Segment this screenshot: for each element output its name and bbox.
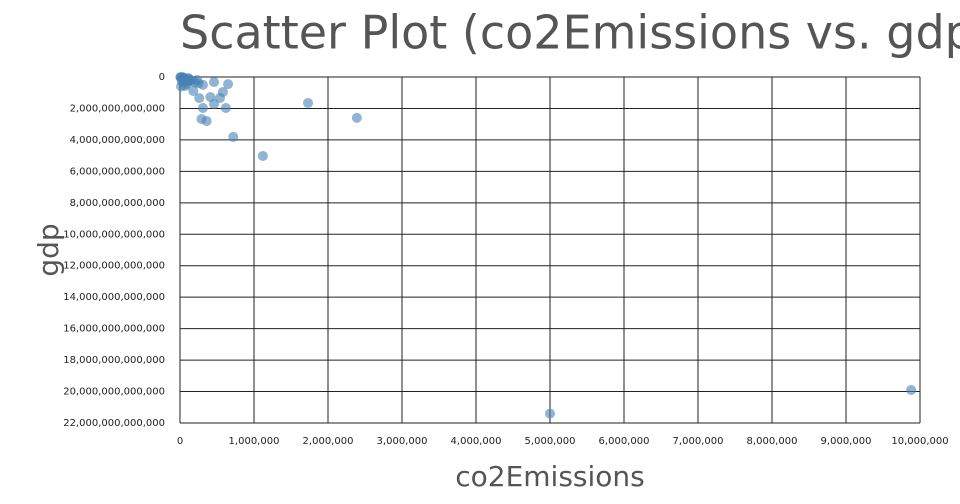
- y-tick-label: 14,000,000,000,000: [63, 292, 165, 303]
- point: [205, 91, 216, 102]
- point: [188, 85, 199, 96]
- point: [196, 113, 207, 124]
- x-axis-label: co2Emissions: [455, 460, 645, 493]
- point: [545, 408, 555, 419]
- y-tick-label: 12,000,000,000,000: [63, 261, 165, 272]
- y-tick-label: 10,000,000,000,000: [63, 229, 165, 240]
- y-tick-label: 2,000,000,000,000: [70, 103, 165, 114]
- y-tick-label: 16,000,000,000,000: [63, 324, 165, 335]
- point: [194, 93, 205, 104]
- point: [303, 97, 314, 108]
- x-tick-label: 3,000,000: [377, 436, 428, 447]
- x-tick-label: 10,000,000: [891, 436, 948, 447]
- point: [220, 102, 231, 113]
- x-tick-label: 4,000,000: [451, 436, 502, 447]
- x-tick-label: 0: [177, 436, 183, 447]
- y-tick-label: 0: [159, 72, 165, 83]
- x-tick-label: 6,000,000: [599, 436, 650, 447]
- y-axis-label: gdp: [32, 223, 65, 276]
- point: [209, 77, 220, 88]
- y-tick-label: 20,000,000,000,000: [63, 387, 165, 398]
- chart-title: Scatter Plot (co2Emissions vs. gdp): [180, 6, 960, 60]
- point: [197, 102, 208, 113]
- y-tick-label: 18,000,000,000,000: [63, 355, 165, 366]
- point: [228, 131, 239, 142]
- y-tick-label: 6,000,000,000,000: [70, 166, 165, 177]
- point: [183, 72, 194, 83]
- point: [906, 384, 917, 395]
- point: [193, 78, 204, 89]
- x-tick-label: 1,000,000: [229, 436, 280, 447]
- y-tick-label: 22,000,000,000,000: [63, 418, 165, 429]
- point: [217, 86, 228, 97]
- point: [223, 79, 234, 90]
- x-tick-label: 8,000,000: [747, 436, 798, 447]
- y-tick-label: 8,000,000,000,000: [70, 198, 165, 209]
- point: [351, 112, 362, 123]
- x-tick-label: 5,000,000: [525, 436, 576, 447]
- x-tick-label: 7,000,000: [673, 436, 724, 447]
- x-tick-label: 2,000,000: [303, 436, 354, 447]
- y-tick-label: 4,000,000,000,000: [70, 135, 165, 146]
- x-tick-label: 9,000,000: [821, 436, 872, 447]
- point: [257, 150, 268, 161]
